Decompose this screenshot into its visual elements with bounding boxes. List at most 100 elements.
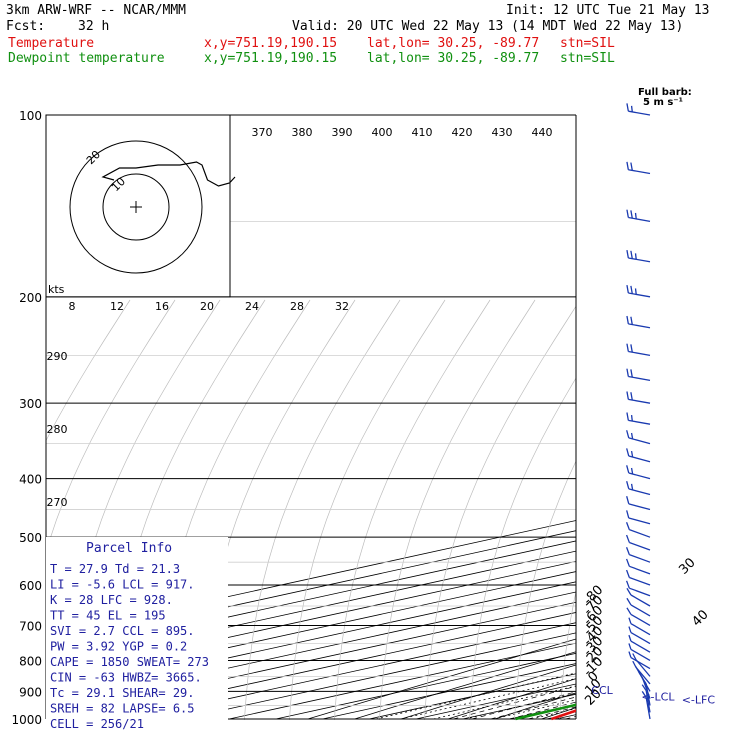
wind-barb-flag <box>626 391 629 400</box>
wind-barb <box>626 368 651 381</box>
parcel-info-row: PW = 3.92 YGP = 0.2 <box>50 640 187 654</box>
wind-barb-staff <box>628 169 651 175</box>
legend-temperature-name: Temperature <box>8 36 95 51</box>
isotherm-line <box>603 115 740 719</box>
theta-e-line <box>424 305 576 721</box>
theta-label: 440 <box>532 126 553 139</box>
isotherm-line <box>46 591 576 709</box>
legend-dewpoint-name: Dewpoint temperature <box>8 51 165 66</box>
model-title: 3km ARW-WRF -- NCAR/MMM <box>6 3 187 18</box>
wind-barb <box>628 651 651 670</box>
wind-barb <box>626 430 651 445</box>
wind-barb-flag <box>625 547 630 555</box>
wind-barb-flag <box>626 510 630 519</box>
isotherm-line <box>415 683 576 720</box>
wind-barb <box>626 315 651 329</box>
theta-e-line <box>244 299 401 721</box>
moist-adiabat-line <box>584 297 740 719</box>
parcel-info-row: CAPE = 1850 SWEAT= 273 <box>50 655 209 669</box>
wind-barb-flag <box>630 210 633 219</box>
wind-barb-flag <box>626 412 629 421</box>
wind-barb-staff <box>628 419 651 425</box>
theta-e-line <box>559 590 576 721</box>
wind-barb-flag <box>626 588 632 596</box>
isotherm-line <box>229 642 576 720</box>
isotherm-line <box>369 673 576 720</box>
barb-key-line2: 5 m s⁻¹ <box>643 97 683 108</box>
legend-temperature-xy: x,y=751.19,190.15 <box>204 36 338 51</box>
wind-barb-staff <box>628 375 651 381</box>
hodograph-speed-tick: 12 <box>110 300 124 313</box>
wind-barb-halfflag <box>630 450 634 458</box>
hodograph-ring <box>102 173 170 241</box>
wind-barb <box>626 250 651 263</box>
parcel-info-row: K = 28 LFC = 928. <box>50 593 173 607</box>
wind-barb-halfflag <box>628 634 632 642</box>
theta-label: 370 <box>252 126 273 139</box>
wind-barb <box>626 588 651 607</box>
pressure-tick-label: 500 <box>19 531 42 545</box>
theta-label: 420 <box>452 126 473 139</box>
wind-barb-staff <box>628 110 651 116</box>
isotherm-line <box>46 550 576 668</box>
wind-barb-halfflag <box>634 665 640 673</box>
init-time: Init: 12 UTC Tue 21 May 13 <box>506 3 710 18</box>
hodograph-speed-tick: 28 <box>290 300 304 313</box>
wind-barb <box>626 412 651 425</box>
wind-barb-staff <box>645 690 651 713</box>
wind-barb-flag <box>626 607 632 615</box>
parcel-info-row: Tc = 29.1 SHEAR= 29. <box>50 686 195 700</box>
isotherm-line <box>46 601 576 719</box>
parcel-info-row: SVI = 2.7 CCL = 895. <box>50 624 195 638</box>
wind-barb <box>626 510 651 525</box>
wind-barb-staff <box>628 323 651 329</box>
wind-barb-halfflag <box>628 626 632 633</box>
dry-adiabat-line <box>354 651 576 720</box>
moist-adiabat-line <box>471 691 576 720</box>
isotherm-line <box>322 663 576 720</box>
wind-barb-staff <box>628 503 651 511</box>
wind-barb <box>628 643 651 662</box>
theta-label: 390 <box>332 126 353 139</box>
theta-e-line <box>469 377 576 721</box>
dry-adiabat-line <box>588 115 740 719</box>
theta-e-line <box>289 299 446 721</box>
parcel-info-row: CIN = -63 HWBZ= 3665. <box>50 671 202 685</box>
wind-barb-staff <box>628 398 651 404</box>
wind-barb-flag <box>630 344 633 353</box>
wind-barb-flag <box>626 496 630 505</box>
pressure-axis-labels: 100 200 300 400 500 600 700 800 900 1000 <box>11 109 42 727</box>
wind-barb <box>626 161 651 175</box>
wind-barb <box>626 481 651 496</box>
parcel-info-row: CELL = 256/21 <box>50 717 144 731</box>
wind-barb-flag <box>625 522 630 530</box>
legend-dewpoint-xy: x,y=751.19,190.15 <box>204 51 338 66</box>
wind-barb <box>626 448 651 463</box>
wind-barb <box>625 547 651 563</box>
theta-e-line <box>514 460 576 721</box>
wind-barb-flag <box>626 481 630 490</box>
isotherm-line <box>89 612 576 720</box>
skewt-plot-area: 3703803904004104204304402902802702358122… <box>11 109 740 727</box>
wind-barb <box>626 209 651 222</box>
level-marker-lfc: <-LFC <box>682 693 716 706</box>
wind-barb-flag <box>630 285 633 294</box>
barb-key-line1: Full barb: <box>638 87 692 98</box>
wind-barb-staff <box>628 517 651 525</box>
wind-barb-flag <box>626 465 630 474</box>
hodograph-speed-tick: 20 <box>200 300 214 313</box>
wind-barb-flag <box>626 343 629 352</box>
wind-barb <box>628 617 651 636</box>
hodograph-speed-tick: 8 <box>69 300 76 313</box>
wind-barb <box>628 634 651 653</box>
wind-barb-halfflag <box>634 288 637 295</box>
legend-dewpoint-latlon: lat,lon= 30.25, -89.77 <box>367 51 540 66</box>
hodograph-speed-tick: 24 <box>245 300 259 313</box>
parcel-info-row: SREH = 82 LAPSE= 6.5 <box>50 702 195 716</box>
wind-barb <box>625 534 651 551</box>
wind-barb-flag <box>630 250 633 259</box>
wind-barb-staff <box>629 541 651 551</box>
pressure-tick-label: 400 <box>19 473 42 487</box>
